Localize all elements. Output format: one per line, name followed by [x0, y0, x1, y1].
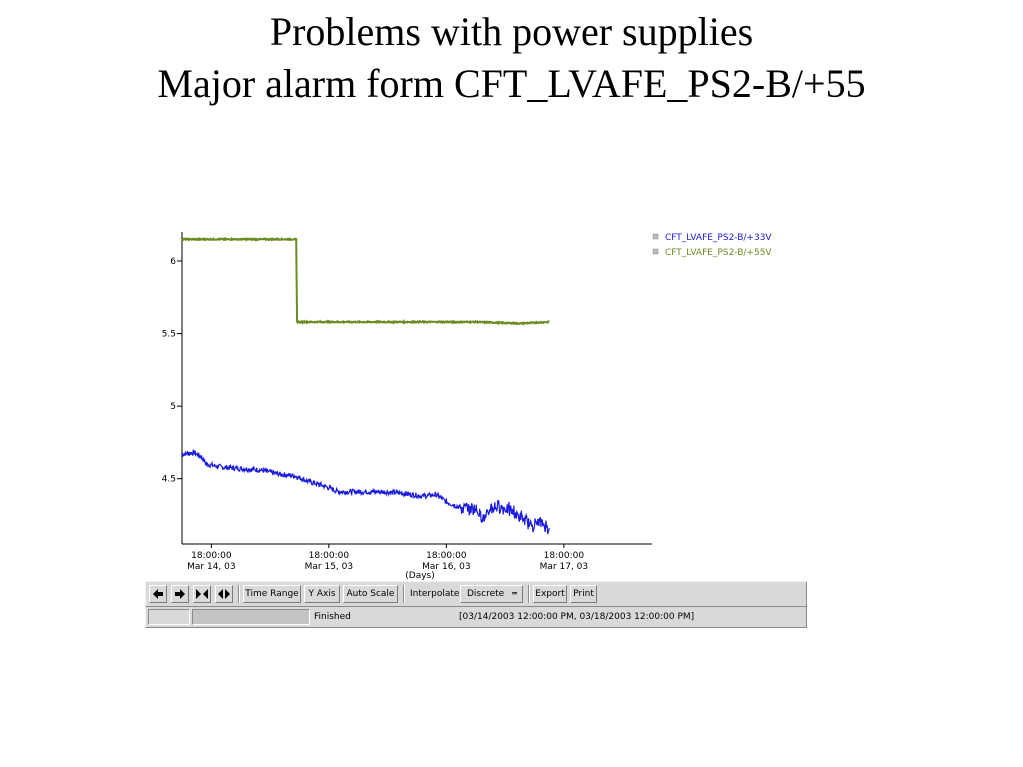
progress-bar [192, 609, 310, 625]
time-range-readout: [03/14/2003 12:00:00 PM, 03/18/2003 12:0… [459, 612, 695, 622]
forward-arrow-icon [175, 589, 185, 599]
back-arrow-icon [153, 589, 163, 599]
toolbar-separator [238, 585, 240, 603]
y-tick-label: 6 [170, 257, 176, 267]
zoom-out-time-button[interactable] [215, 585, 233, 603]
slide-title-line-1: Problems with power supplies [269, 9, 754, 54]
slide-title-line-2: Major alarm form CFT_LVAFE_PS2-B/+55 [157, 61, 866, 106]
series-line-2 [181, 236, 550, 326]
back-button[interactable] [149, 585, 167, 603]
forward-button[interactable] [171, 585, 189, 603]
toolbar: Time Range Y Axis Auto Scale Interpolate… [145, 581, 807, 607]
status-bar: Finished [03/14/2003 12:00:00 PM, 03/18/… [145, 607, 807, 628]
interpolate-select[interactable]: Discrete ═ [460, 585, 523, 603]
print-button[interactable]: Print [570, 585, 597, 603]
collapse-icon [196, 589, 208, 599]
status-indicator [148, 609, 190, 625]
status-text: Finished [314, 612, 351, 622]
time-range-button[interactable]: Time Range [243, 585, 301, 603]
x-tick-label-time: 18:00:00 [191, 551, 232, 561]
x-tick-label-date: Mar 17, 03 [540, 562, 588, 572]
auto-scale-button[interactable]: Auto Scale [343, 585, 398, 603]
x-tick-label-date: Mar 16, 03 [422, 562, 470, 572]
dropdown-icon: ═ [512, 589, 517, 598]
interpolate-value: Discrete [467, 589, 505, 599]
toolbar-separator [528, 585, 530, 603]
series-line-1 [181, 449, 550, 535]
x-tick-label-date: Mar 15, 03 [305, 562, 353, 572]
x-axis-label: (Days) [405, 571, 434, 581]
x-tick-label-date: Mar 14, 03 [187, 562, 235, 572]
x-tick-label-time: 18:00:00 [309, 551, 350, 561]
y-axis-button[interactable]: Y Axis [304, 585, 340, 603]
interpolate-label: Interpolate: [410, 589, 463, 599]
toolbar-separator [403, 585, 405, 603]
legend-entry: CFT_LVAFE_PS2-B/+33V [665, 233, 772, 243]
y-tick-label: 5 [170, 402, 176, 412]
legend-marker [652, 233, 659, 240]
zoom-in-time-button[interactable] [193, 585, 211, 603]
x-tick-label-time: 18:00:00 [544, 551, 585, 561]
y-tick-label: 4.5 [162, 475, 176, 485]
export-button[interactable]: Export [533, 585, 567, 603]
legend-entry: CFT_LVAFE_PS2-B/+55V [665, 248, 772, 258]
y-tick-label: 5.5 [162, 330, 176, 340]
x-tick-label-time: 18:00:00 [426, 551, 467, 561]
legend-marker [652, 248, 659, 255]
expand-icon [218, 589, 230, 599]
